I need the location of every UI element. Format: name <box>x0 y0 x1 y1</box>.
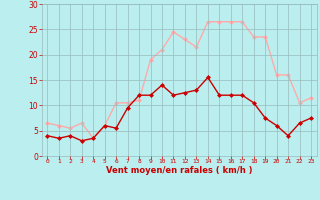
X-axis label: Vent moyen/en rafales ( km/h ): Vent moyen/en rafales ( km/h ) <box>106 166 252 175</box>
